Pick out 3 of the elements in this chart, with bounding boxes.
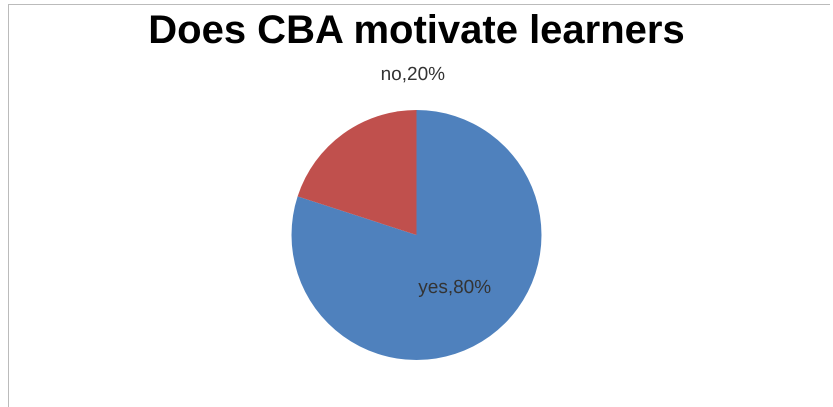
slice-label: yes,80% <box>418 276 492 298</box>
slice-label: no,20% <box>380 64 446 86</box>
chart-title: Does CBA motivate learners <box>147 8 686 53</box>
